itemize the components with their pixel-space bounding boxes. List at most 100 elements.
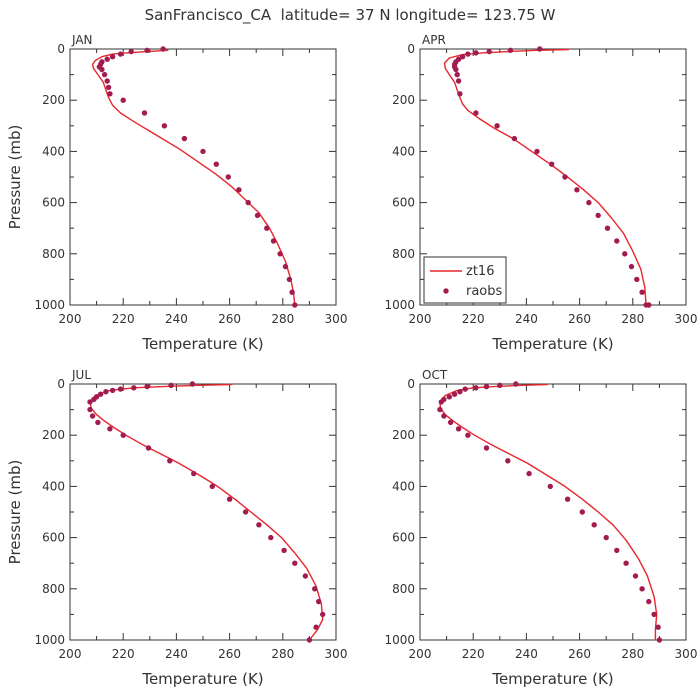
raobs-point [242, 509, 249, 515]
raobs-point [457, 91, 463, 97]
raobs-point [236, 187, 242, 193]
chart-title: SanFrancisco_CA latitude= 37 N longitude… [145, 6, 556, 25]
raobs-point [144, 383, 150, 390]
legend-label-zt16: zt16 [466, 264, 494, 279]
x-tick-label: 280 [271, 312, 294, 326]
y-tick-label: 600 [42, 531, 65, 545]
x-tick-label: 240 [515, 312, 538, 326]
raobs-point [646, 598, 652, 605]
raobs-point [281, 547, 287, 554]
raobs-point [473, 385, 479, 391]
raobs-point [270, 238, 277, 244]
x-tick-label: 220 [112, 312, 135, 326]
raobs-point [451, 391, 458, 397]
raobs-point [282, 263, 289, 270]
panel-month-label: JAN [71, 33, 93, 47]
raobs-point [604, 225, 611, 231]
raobs-point [586, 199, 592, 206]
raobs-point [505, 458, 511, 464]
x-axis-label: Temperature (K) [491, 335, 613, 353]
raobs-point [141, 110, 148, 116]
x-tick-label: 260 [568, 647, 591, 661]
x-tick-label: 240 [165, 647, 188, 661]
y-tick-label: 200 [42, 428, 65, 442]
raobs-point [446, 394, 452, 400]
panel-jan: 200 220 240 260 280 300 0 200 400 600 800 1000 Tempe… [6, 33, 347, 353]
raobs-point [591, 522, 597, 528]
y-tick-label: 800 [42, 247, 65, 261]
raobs-point [181, 135, 188, 142]
y-tick-label: 1000 [384, 298, 415, 312]
y-tick-label: 800 [392, 247, 415, 261]
y-tick-label: 600 [42, 196, 65, 210]
raobs-point [95, 419, 101, 426]
raobs-point [292, 560, 298, 566]
raobs-point [639, 289, 645, 295]
y-tick-label: 400 [42, 144, 65, 158]
legend: zt16 raobs [423, 256, 507, 304]
x-tick-label: 220 [462, 647, 485, 661]
x-tick-label: 240 [165, 312, 188, 326]
panel-jul: 200 220 240 260 280 300 0 200 400 600 800 1000 Tempe… [6, 368, 347, 688]
raobs-point [313, 624, 319, 630]
raobs-point [104, 56, 110, 62]
raobs-point [160, 46, 166, 52]
panel-apr: 200 220 240 260 280 300 0 200 400 600 800 1000 Tempe… [384, 33, 697, 353]
raobs-point [564, 496, 571, 502]
y-tick-label: 0 [57, 42, 65, 56]
raobs-point [459, 54, 466, 60]
raobs-point [628, 263, 635, 270]
raobs-point [441, 413, 447, 419]
raobs-point [453, 66, 459, 73]
raobs-point [117, 51, 124, 57]
raobs-point [189, 381, 196, 387]
raobs-point [465, 432, 471, 438]
raobs-point [316, 598, 322, 605]
raobs-point [497, 382, 503, 388]
series-line-zt16 [443, 48, 647, 306]
raobs-point [534, 148, 540, 155]
raobs-point [656, 637, 663, 643]
raobs-point [101, 71, 108, 78]
y-tick-label: 800 [392, 582, 415, 596]
raobs-point [465, 51, 471, 57]
x-tick-label: 220 [462, 312, 485, 326]
raobs-point [511, 135, 518, 142]
y-tick-label: 600 [392, 196, 415, 210]
raobs-point [312, 586, 318, 592]
x-tick-label: 260 [218, 647, 241, 661]
x-tick-label: 200 [59, 312, 82, 326]
raobs-point [256, 522, 262, 528]
raobs-point [623, 560, 629, 566]
raobs-point [494, 123, 500, 129]
x-axis-label: Temperature (K) [491, 670, 613, 688]
legend-box [423, 256, 507, 304]
raobs-point [120, 432, 126, 438]
raobs-point [483, 383, 490, 390]
raobs-point [109, 387, 116, 394]
plot-frame [69, 383, 337, 641]
raobs-point [603, 534, 609, 541]
raobs-point [462, 386, 468, 392]
raobs-point [507, 47, 514, 53]
raobs-point [97, 391, 104, 397]
raobs-point [473, 50, 479, 56]
series-line-zt16 [439, 383, 658, 640]
raobs-point [622, 251, 628, 257]
raobs-point [268, 534, 274, 541]
raobs-point [320, 611, 326, 618]
raobs-point [306, 637, 313, 643]
y-tick-label: 0 [407, 42, 415, 56]
y-tick-label: 400 [392, 479, 415, 493]
y-axis-label: Pressure (mb) [6, 460, 24, 565]
raobs-point [632, 573, 639, 579]
raobs-point [167, 458, 173, 464]
x-axis-label: Temperature (K) [141, 335, 263, 353]
raobs-point [526, 470, 532, 477]
raobs-point [302, 573, 309, 579]
y-tick-label: 400 [42, 479, 65, 493]
raobs-point [454, 71, 460, 78]
raobs-point [614, 547, 620, 554]
raobs-point [655, 624, 661, 630]
raobs-point [447, 419, 454, 426]
